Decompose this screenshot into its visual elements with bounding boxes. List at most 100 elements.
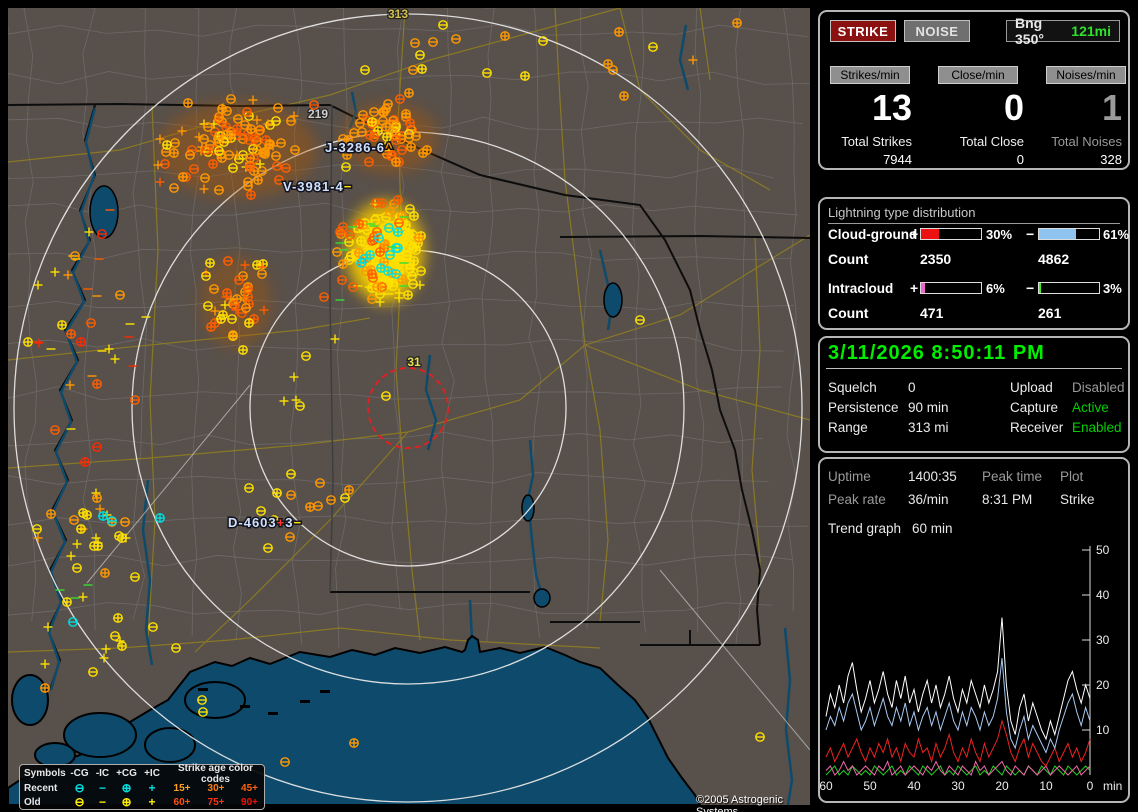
lightning-symbol	[244, 483, 254, 493]
lightning-symbol	[405, 264, 415, 274]
lightning-symbol	[416, 266, 426, 276]
lightning-symbol	[345, 230, 355, 240]
lightning-symbol	[392, 275, 402, 285]
lightning-symbol	[183, 98, 193, 108]
peak-rate-value: 36/min	[908, 492, 949, 507]
age-code: 60+	[173, 796, 191, 808]
lightning-symbol	[319, 292, 329, 302]
noise-button[interactable]: NOISE	[904, 20, 970, 42]
uptime-label: Uptime	[828, 469, 871, 484]
lightning-symbol	[253, 175, 263, 185]
cg-pos-pct: 30%	[986, 227, 1013, 242]
lightning-symbol	[70, 251, 80, 261]
close-alarm-ring	[367, 367, 449, 449]
svg-text:50: 50	[1096, 543, 1110, 557]
lightning-symbol	[252, 260, 262, 270]
lightning-symbol	[289, 372, 299, 382]
lightning-symbol	[385, 250, 395, 260]
lightning-map[interactable]: 313 219 31 J-3286-6^ V-3981-4− D-4603+3− Symb…	[8, 8, 810, 812]
lightning-symbol	[110, 631, 120, 641]
lightning-symbol	[78, 508, 88, 518]
lightning-symbol	[383, 266, 393, 276]
upload-status: Disabled	[1072, 380, 1125, 395]
persistence-label: Persistence	[828, 400, 899, 415]
lightning-symbol	[356, 236, 366, 246]
lightning-symbol	[614, 27, 624, 37]
lightning-symbol	[248, 95, 258, 105]
lightning-symbol	[241, 303, 251, 313]
lightning-symbol	[93, 541, 103, 551]
lightning-symbol	[397, 274, 407, 284]
lightning-symbol	[422, 145, 432, 155]
lightning-symbol	[155, 513, 165, 523]
lightning-symbol	[405, 118, 415, 128]
lightning-symbol	[221, 122, 231, 132]
lightning-symbol	[372, 227, 382, 237]
plot-mode-value: Strike	[1060, 492, 1095, 507]
lightning-symbol	[272, 161, 282, 171]
lightning-symbol	[46, 509, 56, 519]
lightning-symbol	[160, 159, 170, 169]
svg-text:min: min	[1103, 779, 1122, 793]
lightning-symbol	[289, 111, 299, 121]
lightning-symbol	[115, 636, 125, 646]
lightning-symbol	[274, 175, 284, 185]
lightning-symbol	[357, 127, 367, 137]
pos-ic-icon: +	[148, 781, 156, 795]
lightning-symbol	[273, 103, 283, 113]
age-code: 90+	[241, 796, 258, 808]
lightning-symbol	[281, 163, 291, 173]
cg-count-label: Count	[828, 251, 869, 267]
lightning-symbol	[279, 396, 289, 406]
neg-cg-icon: ⊖	[74, 795, 85, 809]
lightning-symbol	[405, 204, 415, 214]
lightning-symbol	[232, 150, 242, 160]
storm-cell-labels: J-3286-6^ V-3981-4− D-4603+3−	[227, 139, 395, 532]
lightning-symbol	[226, 130, 236, 140]
lightning-symbol	[409, 256, 419, 266]
lightning-symbol	[367, 294, 377, 304]
lightning-symbol	[349, 738, 359, 748]
lightning-symbol	[98, 511, 108, 521]
lightning-symbol	[286, 490, 296, 500]
lightning-symbol	[386, 151, 396, 161]
lightning-symbol	[367, 283, 377, 293]
distribution-panel: Lightning type distribution Cloud-ground…	[818, 197, 1130, 330]
lightning-symbol	[216, 314, 226, 324]
lightning-symbol	[332, 247, 342, 257]
lightning-symbol	[538, 36, 548, 46]
noises-rate: 1	[1101, 87, 1122, 128]
lightning-symbol	[40, 659, 50, 669]
lightning-symbol	[381, 391, 391, 401]
lightning-symbol	[406, 142, 416, 152]
pos-cg-icon: ⊕	[121, 781, 132, 795]
strikes-per-min-chip: Strikes/min	[830, 66, 910, 84]
rivers	[47, 24, 794, 805]
lightning-symbol	[246, 124, 256, 134]
lightning-symbol	[265, 139, 275, 149]
lightning-symbol	[97, 229, 107, 239]
capture-label: Capture	[1010, 400, 1059, 415]
lightning-symbol	[107, 516, 117, 526]
lightning-symbol	[271, 116, 281, 126]
lightning-symbol	[113, 613, 123, 623]
lightning-symbol	[91, 488, 101, 498]
lightning-symbol	[33, 280, 43, 290]
map-legend: Symbols -CG -IC +CG +IC Strike age color code…	[19, 763, 265, 810]
legend-header: Symbols	[24, 768, 66, 779]
lightning-symbol	[380, 239, 390, 249]
lightning-symbol	[228, 163, 238, 173]
lightning-symbol	[404, 88, 414, 98]
lightning-symbol	[23, 337, 33, 347]
lightning-symbol	[210, 306, 220, 316]
total-noises-value: 328	[1100, 152, 1122, 167]
lightning-symbol	[364, 157, 374, 167]
lightning-symbol	[162, 140, 172, 150]
receiver-label: Receiver	[1010, 420, 1064, 435]
lightning-symbol	[260, 147, 270, 157]
lightning-symbol	[367, 117, 377, 127]
lightning-symbol	[403, 290, 413, 300]
uptime-value: 1400:35	[908, 469, 957, 484]
strike-button[interactable]: STRIKE	[830, 20, 896, 42]
map-canvas[interactable]: 313 219 31 J-3286-6^ V-3981-4− D-4603+3−	[8, 8, 810, 805]
